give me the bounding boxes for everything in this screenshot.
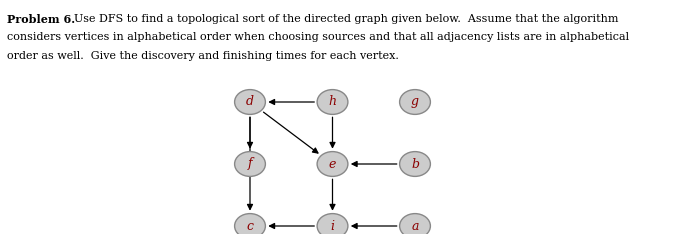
Text: Use DFS to find a topological sort of the directed graph given below.  Assume th: Use DFS to find a topological sort of th… (67, 14, 618, 24)
Ellipse shape (400, 214, 430, 234)
Text: b: b (411, 157, 419, 171)
Ellipse shape (317, 214, 348, 234)
Ellipse shape (234, 214, 265, 234)
Text: g: g (411, 95, 419, 109)
Text: e: e (329, 157, 336, 171)
Text: a: a (412, 219, 419, 233)
Text: Problem 6.: Problem 6. (7, 14, 75, 25)
Ellipse shape (400, 90, 430, 114)
Text: d: d (246, 95, 254, 109)
Ellipse shape (400, 152, 430, 176)
Text: order as well.  Give the discovery and finishing times for each vertex.: order as well. Give the discovery and fi… (7, 51, 399, 61)
Text: h: h (328, 95, 337, 109)
Text: f: f (248, 157, 252, 171)
Ellipse shape (317, 90, 348, 114)
Ellipse shape (317, 152, 348, 176)
Text: c: c (247, 219, 254, 233)
Text: i: i (330, 219, 335, 233)
Ellipse shape (234, 152, 265, 176)
Ellipse shape (234, 90, 265, 114)
Text: considers vertices in alphabetical order when choosing sources and that all adja: considers vertices in alphabetical order… (7, 33, 629, 43)
